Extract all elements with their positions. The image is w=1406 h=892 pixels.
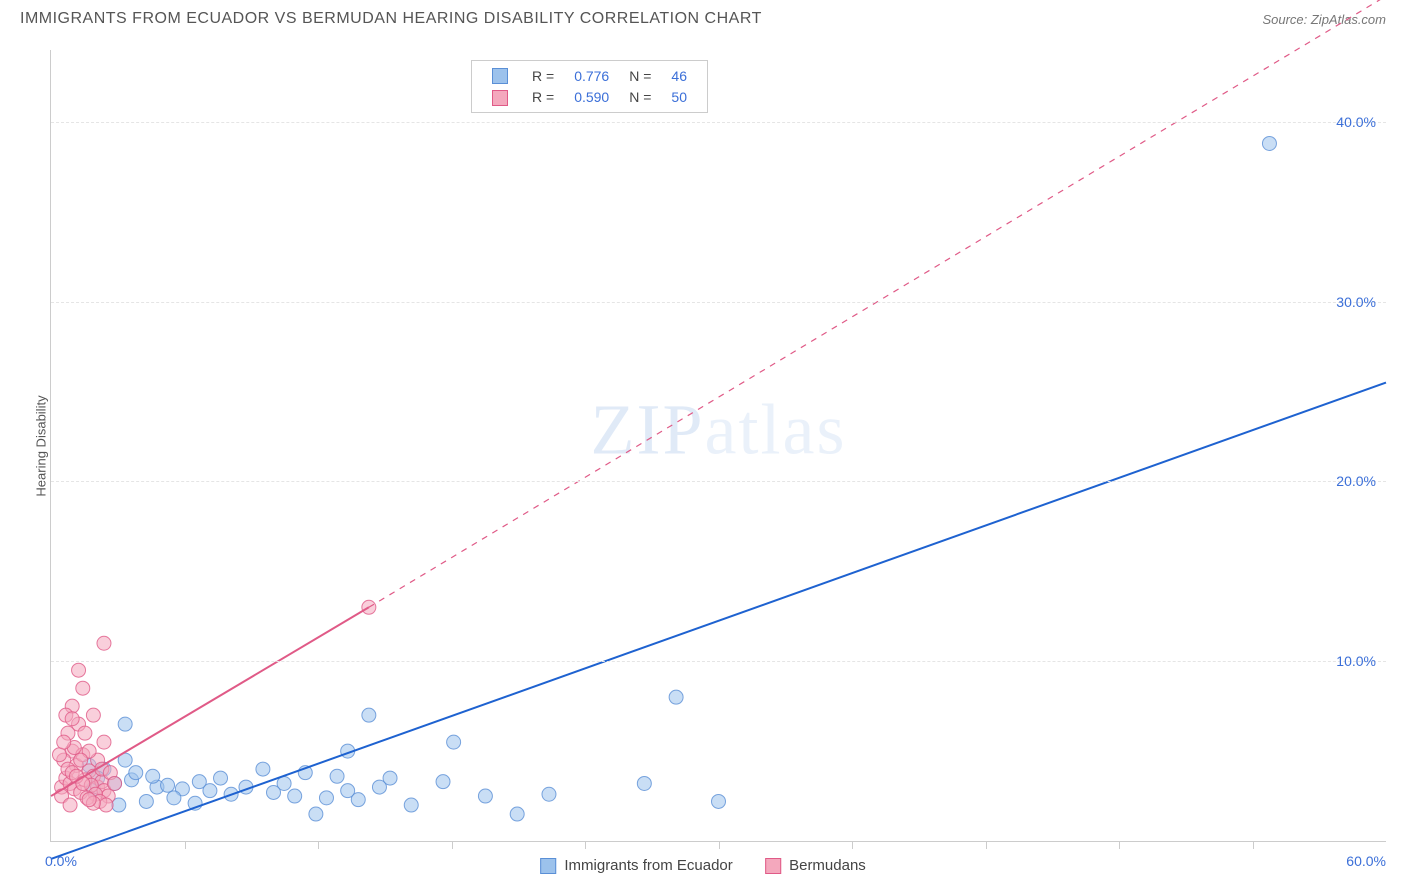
gridline bbox=[51, 481, 1386, 482]
trend-line-solid bbox=[51, 607, 369, 796]
data-point bbox=[97, 735, 111, 749]
legend-bottom: Immigrants from Ecuador Bermudans bbox=[526, 857, 880, 874]
x-tick bbox=[852, 841, 853, 849]
data-point bbox=[712, 794, 726, 808]
x-tick bbox=[318, 841, 319, 849]
swatch-icon bbox=[492, 90, 508, 106]
gridline bbox=[51, 302, 1386, 303]
data-point bbox=[341, 784, 355, 798]
data-point bbox=[76, 776, 90, 790]
trend-line bbox=[51, 383, 1386, 859]
data-point bbox=[86, 708, 100, 722]
scatter-plot-svg bbox=[51, 50, 1386, 841]
n-value: 50 bbox=[661, 86, 697, 107]
swatch-ecuador-icon bbox=[540, 858, 556, 874]
data-point bbox=[362, 708, 376, 722]
n-value: 46 bbox=[661, 65, 697, 86]
x-tick bbox=[719, 841, 720, 849]
data-point bbox=[99, 798, 113, 812]
chart-plot-area: Hearing Disability ZIPatlas 10.0%20.0%30… bbox=[50, 50, 1386, 842]
data-point bbox=[447, 735, 461, 749]
data-point bbox=[637, 776, 651, 790]
legend-stats-box: R = 0.776 N = 46 R = 0.590 N = 50 bbox=[471, 60, 708, 113]
data-point bbox=[203, 784, 217, 798]
data-point bbox=[478, 789, 492, 803]
data-point bbox=[78, 726, 92, 740]
data-point bbox=[1262, 136, 1276, 150]
data-point bbox=[108, 776, 122, 790]
data-point bbox=[139, 794, 153, 808]
legend-item-ecuador: Immigrants from Ecuador bbox=[540, 857, 737, 874]
source-attribution: Source: ZipAtlas.com bbox=[1262, 12, 1386, 27]
data-point bbox=[76, 681, 90, 695]
x-origin-label: 0.0% bbox=[45, 853, 77, 869]
x-end-label: 60.0% bbox=[1346, 853, 1386, 869]
data-point bbox=[74, 753, 88, 767]
x-tick bbox=[986, 841, 987, 849]
data-point bbox=[52, 748, 66, 762]
data-point bbox=[383, 771, 397, 785]
n-label: N = bbox=[619, 65, 661, 86]
data-point bbox=[161, 778, 175, 792]
data-point bbox=[288, 789, 302, 803]
swatch-bermudans-icon bbox=[765, 858, 781, 874]
data-point bbox=[330, 769, 344, 783]
x-tick bbox=[185, 841, 186, 849]
y-tick-label: 20.0% bbox=[1336, 473, 1376, 489]
data-point bbox=[669, 690, 683, 704]
r-value: 0.776 bbox=[564, 65, 619, 86]
swatch-icon bbox=[492, 68, 508, 84]
x-tick bbox=[585, 841, 586, 849]
y-tick-label: 10.0% bbox=[1336, 653, 1376, 669]
data-point bbox=[214, 771, 228, 785]
data-point bbox=[97, 636, 111, 650]
gridline bbox=[51, 122, 1386, 123]
data-point bbox=[510, 807, 524, 821]
data-point bbox=[404, 798, 418, 812]
r-value: 0.590 bbox=[564, 86, 619, 107]
x-tick bbox=[1253, 841, 1254, 849]
data-point bbox=[129, 766, 143, 780]
r-label: R = bbox=[522, 86, 564, 107]
data-point bbox=[319, 791, 333, 805]
gridline bbox=[51, 661, 1386, 662]
data-point bbox=[167, 791, 181, 805]
data-point bbox=[72, 663, 86, 677]
data-point bbox=[309, 807, 323, 821]
header: IMMIGRANTS FROM ECUADOR VS BERMUDAN HEAR… bbox=[0, 0, 1406, 28]
x-tick bbox=[452, 841, 453, 849]
data-point bbox=[63, 798, 77, 812]
r-label: R = bbox=[522, 65, 564, 86]
data-point bbox=[57, 735, 71, 749]
data-point bbox=[65, 712, 79, 726]
y-tick-label: 40.0% bbox=[1336, 114, 1376, 130]
x-tick bbox=[1119, 841, 1120, 849]
chart-title: IMMIGRANTS FROM ECUADOR VS BERMUDAN HEAR… bbox=[20, 10, 762, 28]
data-point bbox=[146, 769, 160, 783]
data-point bbox=[436, 775, 450, 789]
legend-item-bermudans: Bermudans bbox=[765, 857, 866, 874]
data-point bbox=[82, 793, 96, 807]
y-tick-label: 30.0% bbox=[1336, 294, 1376, 310]
legend-label-ecuador: Immigrants from Ecuador bbox=[564, 857, 732, 874]
y-axis-label: Hearing Disability bbox=[34, 395, 49, 496]
n-label: N = bbox=[619, 86, 661, 107]
data-point bbox=[118, 717, 132, 731]
source-prefix: Source: bbox=[1262, 12, 1310, 27]
data-point bbox=[542, 787, 556, 801]
legend-label-bermudans: Bermudans bbox=[789, 857, 866, 874]
data-point bbox=[256, 762, 270, 776]
